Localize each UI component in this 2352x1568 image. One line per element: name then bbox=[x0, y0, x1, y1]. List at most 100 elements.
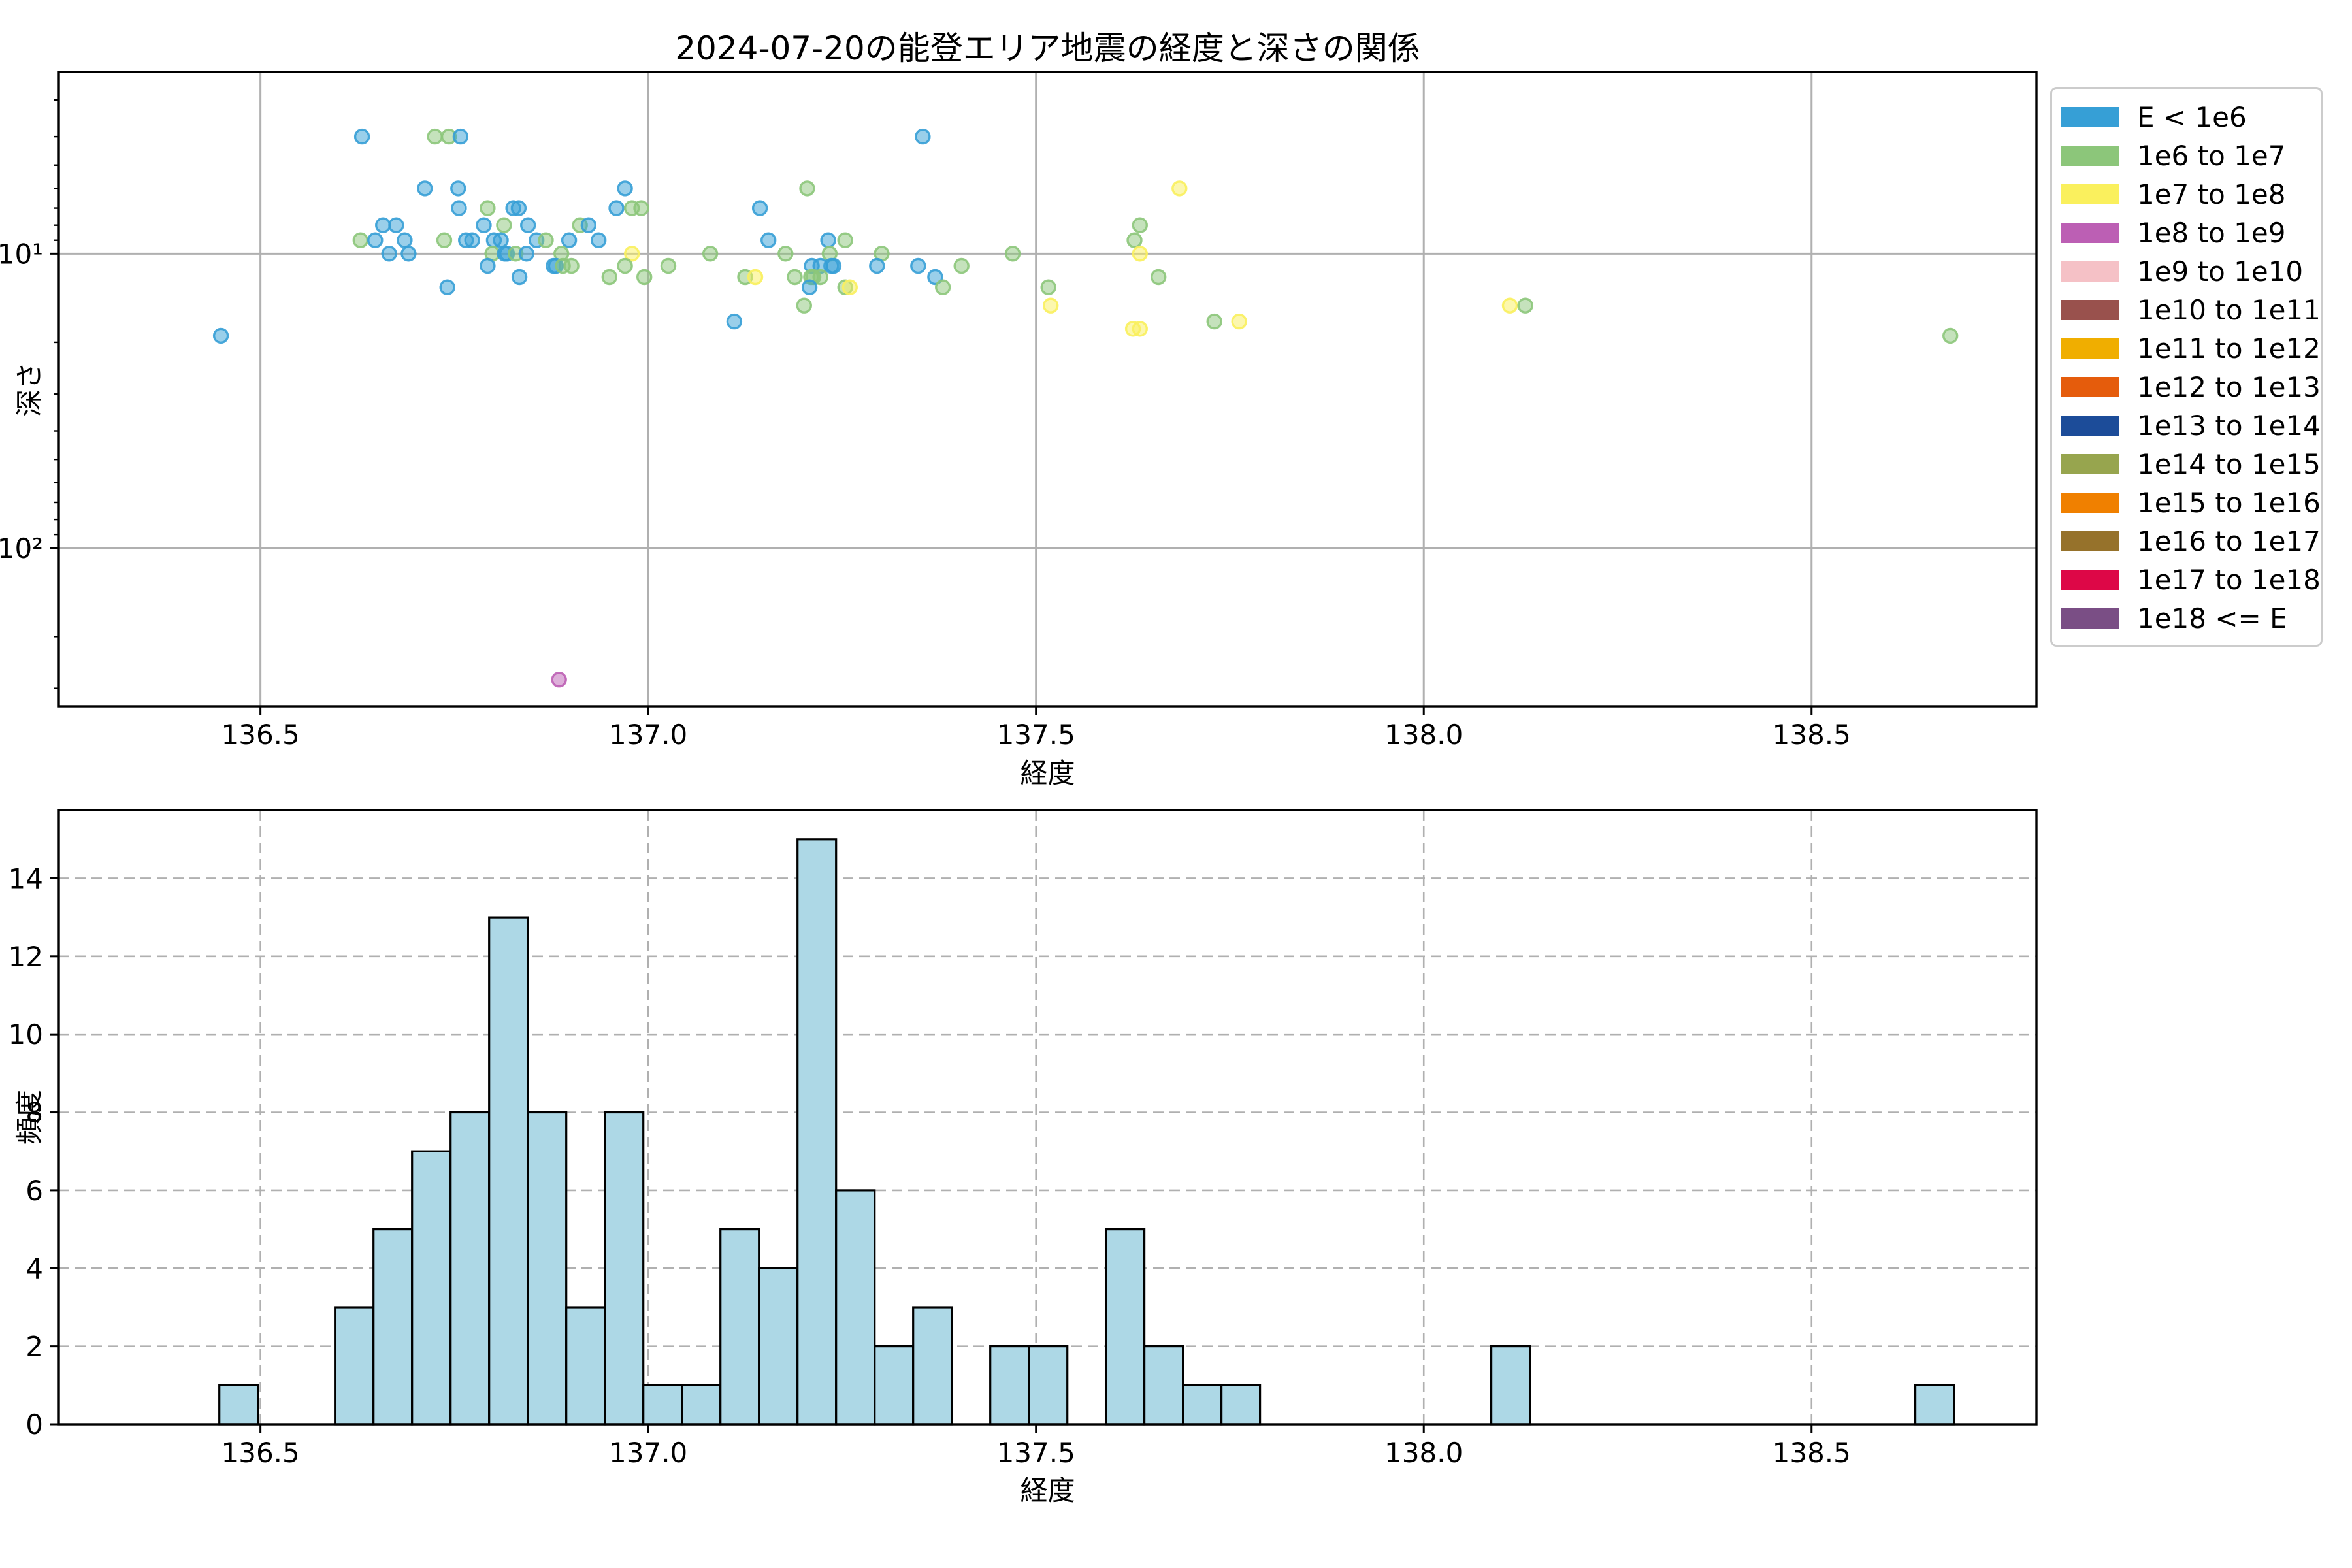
hist-y-tick-label: 2 bbox=[25, 1331, 43, 1363]
scatter-x-tick-label: 138.0 bbox=[1384, 719, 1463, 751]
scatter-point bbox=[476, 217, 492, 233]
hist-y-tick-label: 6 bbox=[25, 1175, 43, 1207]
scatter-point bbox=[417, 180, 433, 197]
scatter-point bbox=[1942, 327, 1959, 344]
scatter-point bbox=[624, 246, 640, 262]
legend-swatch-icon bbox=[2061, 531, 2119, 551]
hist-y-tick-label: 10 bbox=[8, 1019, 43, 1051]
scatter-point bbox=[450, 180, 466, 197]
scatter-y-tick-label: 10¹ bbox=[0, 238, 43, 270]
legend-label: 1e17 to 1e18 bbox=[2137, 564, 2321, 596]
hist-bar bbox=[218, 1384, 259, 1426]
hist-bar bbox=[989, 1345, 1030, 1426]
legend-label: 1e10 to 1e11 bbox=[2137, 294, 2321, 326]
scatter-point bbox=[480, 257, 496, 274]
hist-y-tick-label: 14 bbox=[8, 862, 43, 894]
hist-bar bbox=[1104, 1228, 1146, 1426]
scatter-point bbox=[212, 327, 229, 344]
legend-entry: 1e9 to 1e10 bbox=[2061, 252, 2321, 291]
hist-bar bbox=[449, 1111, 491, 1426]
scatter-point bbox=[397, 232, 413, 248]
scatter-point bbox=[601, 269, 617, 286]
scatter-point bbox=[451, 200, 467, 216]
legend-swatch-icon bbox=[2061, 493, 2119, 513]
scatter-point bbox=[1501, 297, 1518, 314]
hist-bar bbox=[411, 1150, 452, 1426]
legend-swatch-icon bbox=[2061, 377, 2119, 397]
legend-entry: 1e7 to 1e8 bbox=[2061, 175, 2321, 214]
scatter-point bbox=[760, 232, 777, 248]
scatter-point bbox=[1126, 232, 1143, 248]
hist-y-tick-label: 0 bbox=[25, 1409, 43, 1441]
scatter-point bbox=[1040, 279, 1056, 295]
scatter-point bbox=[1206, 313, 1222, 330]
hist-spines bbox=[57, 809, 2038, 1426]
scatter-point bbox=[1231, 313, 1247, 330]
scatter-point bbox=[381, 246, 397, 262]
scatter-spines bbox=[57, 71, 2038, 708]
scatter-point bbox=[388, 217, 404, 233]
legend-swatch-icon bbox=[2061, 223, 2119, 243]
scatter-point bbox=[617, 257, 633, 274]
scatter-point bbox=[617, 180, 633, 197]
scatter-point bbox=[841, 279, 858, 295]
legend-label: 1e16 to 1e17 bbox=[2137, 525, 2321, 557]
chart-title: 2024-07-20の能登エリア地震の経度と深さの関係 bbox=[675, 29, 1420, 67]
scatter-point bbox=[367, 232, 384, 248]
legend-label: 1e12 to 1e13 bbox=[2137, 371, 2321, 403]
hist-y-tick-label: 4 bbox=[25, 1252, 43, 1284]
scatter-x-tick-label: 138.5 bbox=[1772, 719, 1851, 751]
scatter-point bbox=[1171, 180, 1188, 197]
scatter-point bbox=[747, 269, 764, 286]
scatter-point bbox=[1132, 217, 1149, 233]
legend-label: 1e11 to 1e12 bbox=[2137, 333, 2321, 365]
hist-bar bbox=[372, 1228, 414, 1426]
hist-bar bbox=[758, 1267, 799, 1426]
scatter-point bbox=[787, 269, 803, 286]
scatter-point bbox=[825, 257, 842, 274]
legend-entry: 1e10 to 1e11 bbox=[2061, 291, 2321, 329]
scatter-point bbox=[353, 128, 370, 145]
legend-swatch-icon bbox=[2061, 338, 2119, 359]
hist-bar bbox=[681, 1384, 722, 1426]
legend-swatch-icon bbox=[2061, 146, 2119, 166]
legend-label: 1e6 to 1e7 bbox=[2137, 140, 2286, 172]
scatter-point bbox=[799, 180, 815, 197]
legend-label: 1e7 to 1e8 bbox=[2137, 178, 2286, 210]
hist-bar bbox=[1490, 1345, 1531, 1426]
hist-bar bbox=[488, 916, 529, 1426]
scatter-point bbox=[1004, 246, 1021, 262]
scatter-point bbox=[751, 200, 768, 216]
scatter-point bbox=[520, 217, 536, 233]
legend-swatch-icon bbox=[2061, 608, 2119, 629]
scatter-x-tick-label: 137.5 bbox=[997, 719, 1075, 751]
scatter-point bbox=[510, 200, 527, 216]
scatter-point bbox=[801, 279, 818, 295]
scatter-point bbox=[427, 128, 443, 145]
legend-label: 1e9 to 1e10 bbox=[2137, 255, 2304, 287]
legend-swatch-icon bbox=[2061, 184, 2119, 204]
hist-bar bbox=[334, 1306, 375, 1426]
scatter-point bbox=[561, 232, 578, 248]
hist-ylabel: 頻度 bbox=[13, 1089, 46, 1145]
hist-bar bbox=[912, 1306, 953, 1426]
legend-entry: 1e16 to 1e17 bbox=[2061, 522, 2321, 561]
scatter-point bbox=[511, 269, 528, 286]
hist-bar bbox=[1181, 1384, 1223, 1426]
scatter-xlabel: 経度 bbox=[1020, 757, 1075, 789]
scatter-point bbox=[837, 232, 853, 248]
scatter-point bbox=[493, 232, 509, 248]
hist-x-tick-label: 136.5 bbox=[221, 1437, 300, 1469]
scatter-point bbox=[1132, 321, 1149, 337]
hist-x-tick-label: 138.5 bbox=[1772, 1437, 1851, 1469]
hist-bar bbox=[719, 1228, 760, 1426]
hist-x-tick-label: 137.0 bbox=[609, 1437, 687, 1469]
scatter-point bbox=[820, 232, 836, 248]
hist-x-tick-label: 137.5 bbox=[997, 1437, 1075, 1469]
scatter-point bbox=[591, 232, 607, 248]
legend-entry: 1e12 to 1e13 bbox=[2061, 368, 2321, 406]
hist-bar bbox=[565, 1306, 606, 1426]
legend-swatch-icon bbox=[2061, 261, 2119, 282]
scatter-point bbox=[480, 200, 496, 216]
